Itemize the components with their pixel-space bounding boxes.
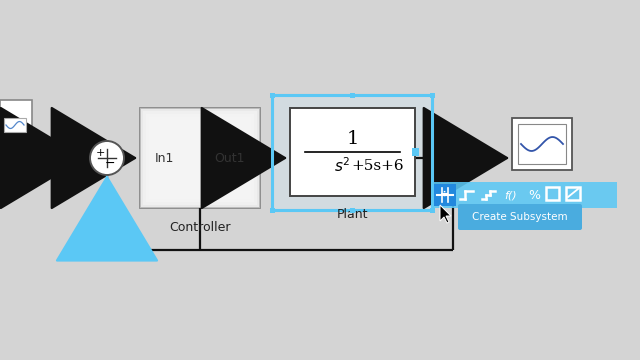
Text: Out1: Out1 xyxy=(214,152,245,165)
Polygon shape xyxy=(440,205,451,223)
Circle shape xyxy=(90,141,124,175)
FancyBboxPatch shape xyxy=(512,118,572,170)
FancyBboxPatch shape xyxy=(152,120,248,196)
Text: +5s+6: +5s+6 xyxy=(351,159,404,173)
Text: 1: 1 xyxy=(346,130,358,148)
FancyBboxPatch shape xyxy=(146,114,254,202)
FancyBboxPatch shape xyxy=(458,204,582,230)
Bar xyxy=(430,93,435,98)
FancyBboxPatch shape xyxy=(140,108,260,208)
FancyBboxPatch shape xyxy=(0,100,32,180)
Bar xyxy=(270,208,275,213)
Bar xyxy=(270,93,275,98)
Text: $s^2$: $s^2$ xyxy=(334,157,351,175)
Text: ÷: ÷ xyxy=(440,189,450,199)
Text: Plant: Plant xyxy=(337,208,368,221)
Text: Controller: Controller xyxy=(169,221,231,234)
FancyBboxPatch shape xyxy=(149,117,251,199)
Bar xyxy=(430,208,435,213)
Text: f(): f() xyxy=(504,190,516,200)
FancyBboxPatch shape xyxy=(272,95,432,210)
Text: −: − xyxy=(105,157,115,170)
Text: +: + xyxy=(95,148,105,158)
Bar xyxy=(350,208,355,213)
FancyBboxPatch shape xyxy=(140,108,260,208)
FancyBboxPatch shape xyxy=(434,184,456,206)
FancyBboxPatch shape xyxy=(4,118,26,132)
Text: In1: In1 xyxy=(155,152,174,165)
Bar xyxy=(412,148,419,156)
FancyBboxPatch shape xyxy=(518,124,566,164)
Text: Create Subsystem: Create Subsystem xyxy=(472,212,568,222)
FancyBboxPatch shape xyxy=(290,108,415,196)
FancyBboxPatch shape xyxy=(143,111,257,205)
FancyBboxPatch shape xyxy=(432,182,617,208)
Text: %: % xyxy=(528,189,540,202)
Bar xyxy=(350,93,355,98)
